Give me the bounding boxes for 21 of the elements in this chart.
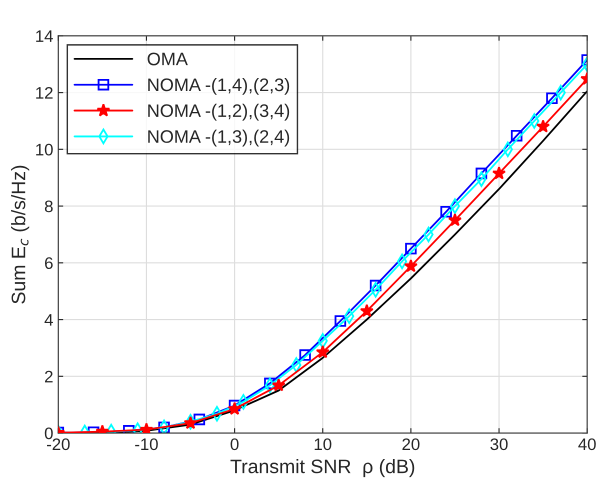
y-axis-title: Sum E$_{c}$ (b/s/Hz) (11, 166, 30, 304)
y-tick-label: 6 (45, 257, 53, 270)
legend-label: NOMA -(1,4),(2,3) (148, 78, 290, 95)
y-tick-label: 4 (44, 314, 53, 326)
y-tick-label: 10 (36, 144, 53, 156)
y-tick-label: 0 (44, 427, 53, 440)
y-tick-label: 8 (44, 200, 53, 212)
legend-label: NOMA -(1,2),(3,4) (148, 104, 290, 121)
x-axis-title: Transmit SNR ρ (dB) (230, 459, 414, 478)
x-tick-label: 0 (230, 438, 239, 450)
x-tick-label: 20 (402, 438, 420, 450)
y-tick-label: 12 (36, 86, 53, 99)
x-tick-label: -10 (135, 438, 158, 450)
x-tick-label: -20 (46, 438, 70, 450)
x-tick-label: 40 (578, 438, 596, 450)
legend-label: OMA (148, 52, 188, 66)
legend-label: NOMA -(1,3),(2,4) (148, 130, 290, 146)
y-tick-label: 14 (36, 30, 53, 42)
x-tick-label: 10 (314, 438, 332, 450)
x-tick-label: 30 (490, 438, 508, 450)
y-tick-label: 2 (45, 370, 53, 382)
